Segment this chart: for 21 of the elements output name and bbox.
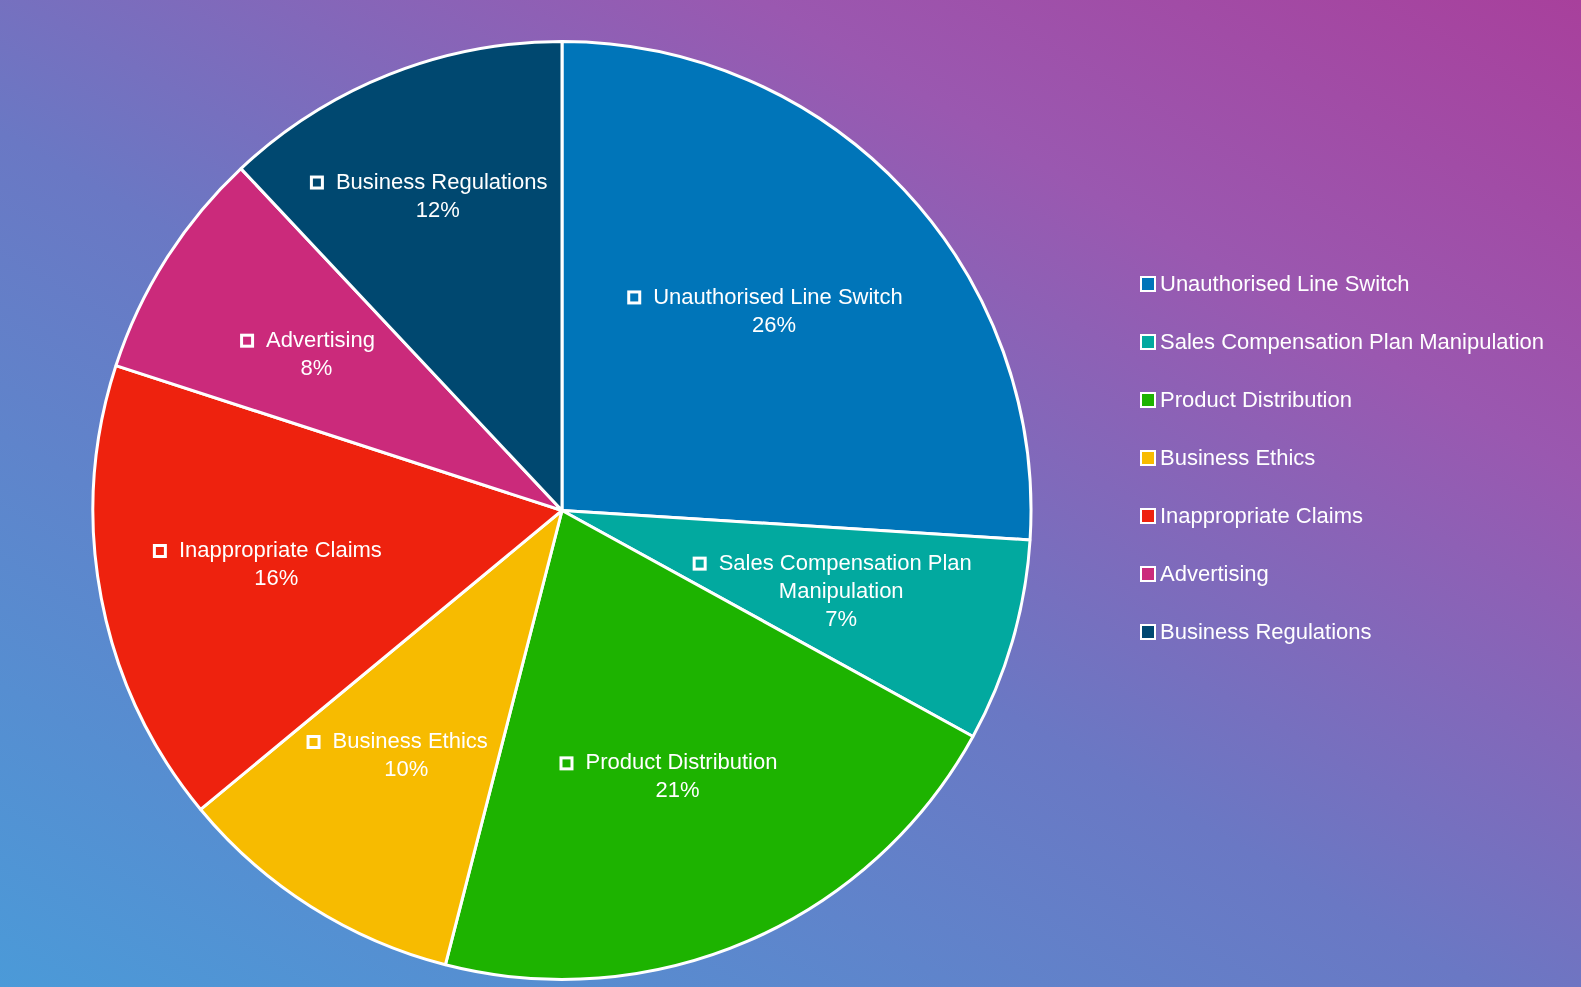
category-label: Unauthorised Line Switch: [1160, 271, 1410, 296]
legend-label: Product Distribution: [585, 749, 778, 775]
data-label: 12%: [415, 196, 460, 222]
legend-label: Unauthorised Line Switch: [653, 283, 903, 309]
category-label: Inappropriate Claims: [1160, 503, 1363, 528]
legend-label: Business Regulations: [335, 168, 548, 194]
category-label: Product Distribution: [1160, 387, 1352, 412]
category-label: Advertising: [1160, 561, 1269, 586]
legend-label: Business Ethics: [332, 728, 488, 754]
data-label: 10%: [384, 756, 429, 782]
legend-label: Advertising: [266, 326, 375, 352]
legend-label: Sales Compensation Plan Manipulation: [718, 549, 972, 603]
data-label: 21%: [655, 777, 700, 803]
data-label: 16%: [254, 565, 299, 591]
category-label: Business Regulations: [1160, 619, 1372, 644]
data-label: 7%: [825, 605, 858, 631]
category-label: Business Ethics: [1160, 445, 1316, 470]
category-label: Sales Compensation Plan Manipulation: [1160, 329, 1545, 354]
data-label: 26%: [751, 311, 796, 337]
data-label: 8%: [300, 354, 333, 380]
legend-label: Inappropriate Claims: [178, 537, 382, 563]
